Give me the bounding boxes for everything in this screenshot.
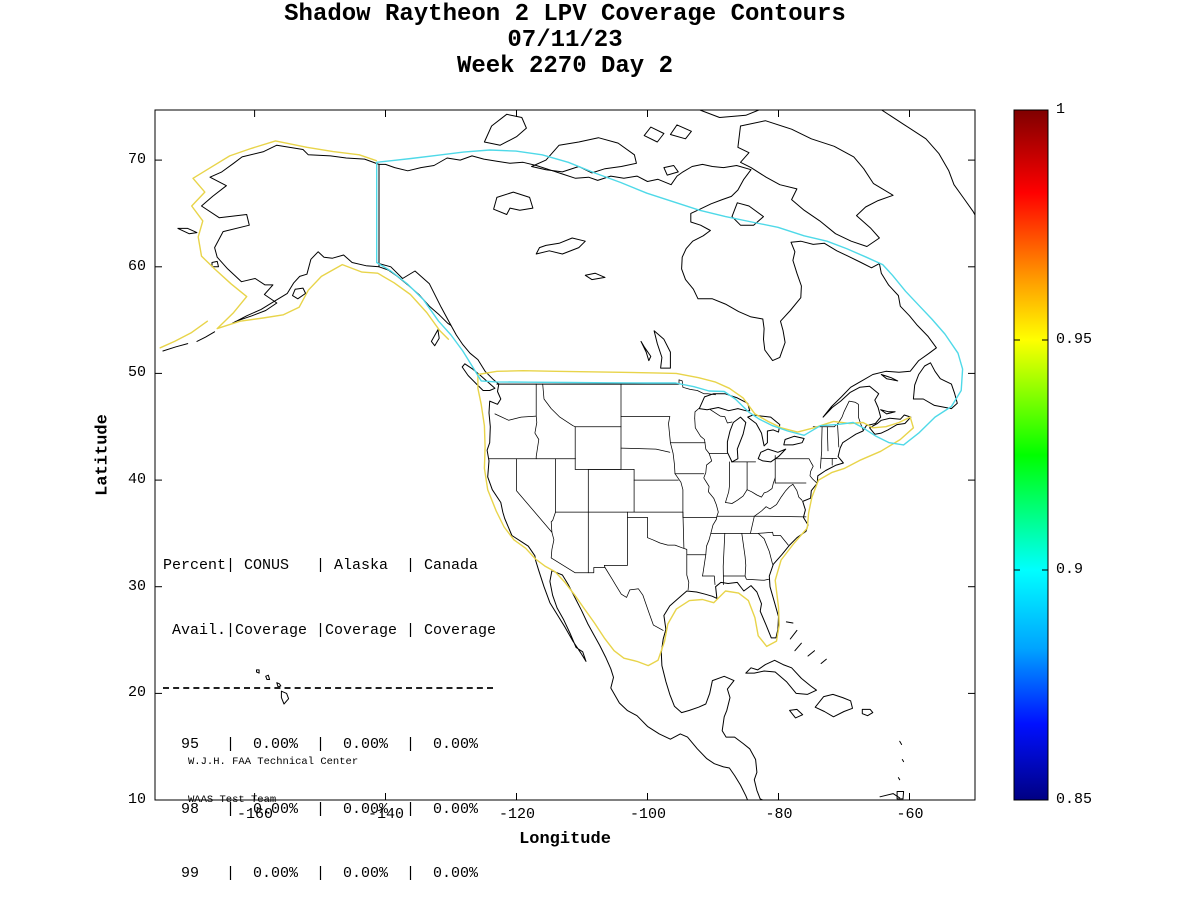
table-row: 99 | 0.00% | 0.00% | 0.00% xyxy=(163,865,479,882)
coverage-table-header-line1: Percent| CONUS | Alaska | Canada xyxy=(163,557,479,574)
y-tick-label: 30 xyxy=(127,578,146,595)
colorbar-tick-label: 0.9 xyxy=(1056,561,1084,578)
x-axis-label: Longitude xyxy=(155,830,975,849)
coverage-table-header-line2: Avail.|Coverage |Coverage | Coverage xyxy=(163,621,497,639)
y-tick-label: 10 xyxy=(127,791,146,808)
x-tick-label: -160 xyxy=(236,806,273,823)
credit-line2: WAAS Test Team xyxy=(188,793,277,806)
figure-title-line1: Shadow Raytheon 2 LPV Coverage Contours xyxy=(284,1,846,28)
y-tick-label: 60 xyxy=(127,258,146,275)
coverage-table: Percent| CONUS | Alaska | Canada Avail.|… xyxy=(163,512,496,900)
colorbar-tick-label: 0.95 xyxy=(1056,331,1093,348)
colorbar-tick-label: 0.85 xyxy=(1056,791,1093,808)
figure-title-line2: 07/11/23 xyxy=(507,27,623,54)
figure-title: Shadow Raytheon 2 LPV Coverage Contours … xyxy=(155,2,975,80)
x-axis-label-text: Longitude xyxy=(519,830,611,849)
y-tick-label: 50 xyxy=(127,364,146,381)
x-tick-label: -60 xyxy=(896,806,924,823)
x-tick-label: -120 xyxy=(498,806,535,823)
credit-text: W.J.H. FAA Technical Center WAAS Test Te… xyxy=(188,731,358,831)
coverage-table-separator xyxy=(163,687,493,689)
y-tick-label: 20 xyxy=(127,684,146,701)
credit-line1: W.J.H. FAA Technical Center xyxy=(188,756,359,768)
x-tick-label: -100 xyxy=(629,806,666,823)
x-tick-label: -80 xyxy=(765,806,793,823)
x-tick-label: -140 xyxy=(367,806,404,823)
colorbar-tick-label: 1 xyxy=(1056,101,1066,118)
y-tick-label: 40 xyxy=(127,471,146,488)
table-row: 98 | 0.00% | 0.00% | 0.00% xyxy=(163,800,479,818)
y-tick-label: 70 xyxy=(127,151,146,168)
figure-title-line3: Week 2270 Day 2 xyxy=(456,53,674,80)
table-row: 95 | 0.00% | 0.00% | 0.00% xyxy=(163,736,479,753)
